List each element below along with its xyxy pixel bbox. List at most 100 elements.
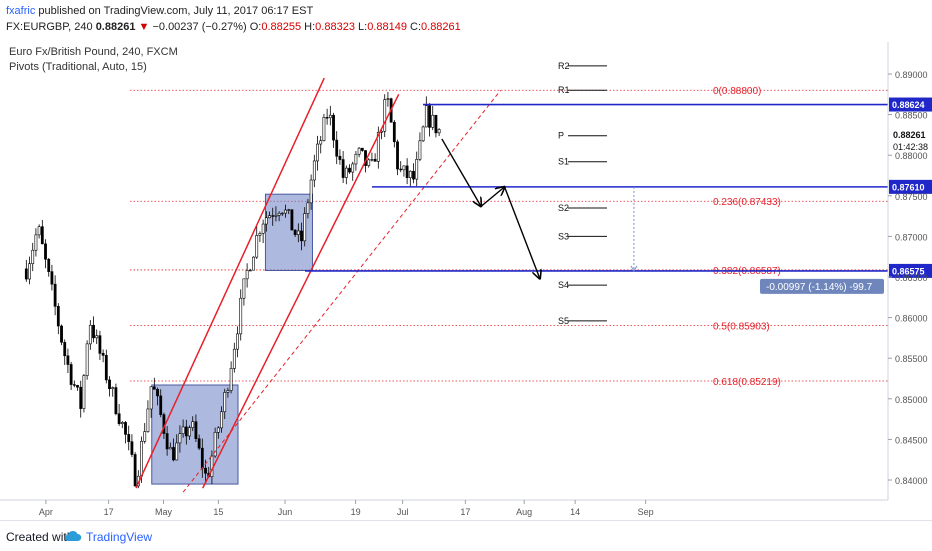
- candle-body: [287, 209, 291, 211]
- candle-body: [258, 233, 262, 236]
- candle-body: [271, 215, 275, 217]
- candle-body: [72, 384, 76, 386]
- candle-body: [338, 155, 342, 160]
- candle-body: [296, 230, 300, 235]
- horizontal-lines[interactable]: 0.88624 0.87610 0.86575: [305, 97, 932, 278]
- price-chart[interactable]: 0(0.88800)0.236(0.87433)0.382(0.86587)0.…: [0, 0, 932, 520]
- countdown-label: 01:42:38: [893, 142, 928, 152]
- candle-body: [437, 129, 441, 134]
- candle-body: [300, 230, 303, 242]
- candle-body: [133, 454, 137, 487]
- candle-body: [66, 355, 70, 365]
- candlesticks: [24, 91, 441, 489]
- horizontal-line-price-tag: [889, 97, 932, 112]
- candle-body: [168, 447, 172, 450]
- candle-body: [284, 209, 287, 214]
- fibonacci-retracement[interactable]: 0(0.88800)0.236(0.87433)0.382(0.86587)0.…: [130, 86, 888, 388]
- candle-body: [367, 159, 371, 166]
- price-range-measure[interactable]: -0.00997 (-1.14%) -99.7: [630, 186, 884, 294]
- candle-body: [85, 343, 89, 376]
- candle-body: [104, 355, 108, 381]
- candle-body: [34, 234, 38, 251]
- candle-body: [351, 163, 355, 173]
- candle-body: [309, 179, 313, 204]
- close-value: 0.88261: [421, 21, 461, 33]
- pivot-label: S3: [558, 231, 569, 241]
- candle-body: [50, 271, 54, 285]
- candle-body: [24, 268, 28, 280]
- measure-arrowhead: [630, 265, 638, 272]
- price-change: −0.00237 (−0.27%): [152, 21, 247, 33]
- price-axis[interactable]: 0.89000 0.88500 0.88000 0.87500 0.87000 0.865…: [888, 70, 928, 486]
- last-price-label: 0.88261: [893, 130, 926, 140]
- low-label: L:: [358, 21, 368, 33]
- projection-arrow: [480, 187, 505, 207]
- candle-body: [239, 297, 243, 335]
- candle-body: [392, 121, 396, 143]
- y-tick-label: 0.88000: [895, 151, 928, 161]
- x-tick-label: 19: [351, 507, 361, 517]
- candle-body: [165, 433, 169, 450]
- low-value: 0.88149: [367, 21, 407, 33]
- candle-body: [290, 209, 294, 231]
- candle-body: [354, 153, 358, 165]
- candle-body: [415, 159, 419, 180]
- candle-body: [255, 235, 259, 258]
- candle-body: [56, 306, 60, 327]
- projection-path[interactable]: [441, 138, 540, 279]
- published-text: published on TradingView.com, July 11, 2…: [38, 5, 314, 17]
- fib-level-label: 0.236(0.87433): [713, 197, 781, 208]
- candle-body: [428, 105, 431, 128]
- published-line: fxafric published on TradingView.com, Ju…: [6, 5, 313, 17]
- candle-body: [245, 270, 249, 280]
- x-tick-label: 17: [460, 507, 470, 517]
- candle-body: [108, 379, 111, 390]
- x-tick-label: Apr: [39, 507, 53, 517]
- trend-channel-lines[interactable]: [135, 77, 502, 493]
- y-tick-label: 0.89000: [895, 70, 928, 80]
- candle-body: [280, 212, 284, 215]
- candle-body: [200, 447, 204, 469]
- horizontal-line-price-label: 0.87610: [892, 182, 925, 192]
- candle-body: [319, 140, 323, 145]
- candle-body: [60, 325, 63, 343]
- open-label: O:: [249, 21, 262, 33]
- x-tick-label: 15: [213, 507, 223, 517]
- candle-body: [76, 385, 79, 388]
- pivot-label: P: [558, 131, 564, 141]
- candle-body: [117, 413, 121, 424]
- y-tick-label: 0.85000: [895, 395, 928, 405]
- y-tick-label: 0.87000: [895, 232, 928, 242]
- footer: Created with TradingView: [0, 520, 932, 551]
- horizontal-line-price-label: 0.86575: [892, 266, 925, 276]
- candle-body: [98, 335, 102, 354]
- rectangle-drawings[interactable]: [151, 193, 313, 485]
- author-link[interactable]: fxafric: [6, 5, 36, 17]
- tradingview-brand-link[interactable]: TradingView: [86, 530, 153, 544]
- candle-body: [408, 170, 412, 178]
- candle-body: [53, 283, 57, 307]
- candle-body: [412, 170, 415, 180]
- candle-body: [357, 147, 361, 155]
- time-axis[interactable]: Apr 17 May 15 Jun 19 Jul 17 Aug 14 Sep: [39, 500, 654, 517]
- candle-body: [172, 447, 175, 461]
- x-tick-label: Jun: [278, 507, 293, 517]
- candle-body: [127, 434, 131, 443]
- symbol-line: FX:EURGBP, 240 0.88261 ▼ −0.00237 (−0.27…: [6, 21, 461, 33]
- created-with-text: Created with: [6, 530, 74, 544]
- candle-body: [140, 440, 143, 477]
- candle-body: [31, 249, 35, 265]
- candle-body: [178, 433, 182, 444]
- down-arrow-icon: ▼: [138, 21, 150, 33]
- candle-body: [175, 442, 179, 461]
- pivot-label: S1: [558, 157, 569, 167]
- pivot-label: R1: [558, 85, 570, 95]
- fib-level-label: 0(0.88800): [713, 86, 761, 97]
- x-tick-label: 14: [570, 507, 580, 517]
- pivot-label: S5: [558, 316, 569, 326]
- fib-level-label: 0.618(0.85219): [713, 377, 781, 388]
- candle-body: [101, 353, 105, 356]
- candle-body: [348, 167, 351, 173]
- candle-body: [159, 395, 163, 415]
- candle-body: [216, 427, 220, 433]
